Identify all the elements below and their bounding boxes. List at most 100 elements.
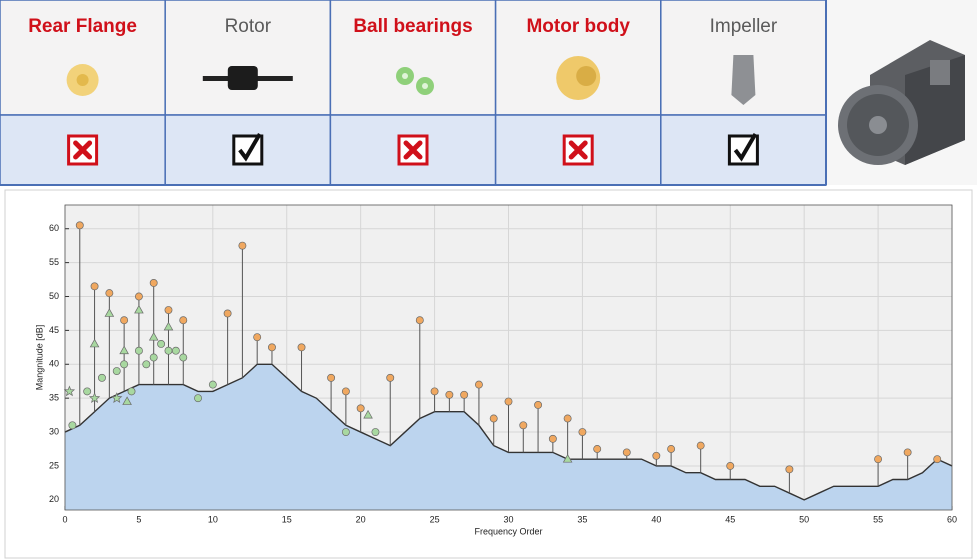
peak-marker xyxy=(179,353,188,362)
peak-marker xyxy=(89,338,100,348)
y-tick-label: 25 xyxy=(49,460,59,470)
peak-marker xyxy=(460,390,469,399)
cross-mark xyxy=(403,140,423,160)
x-tick-label: 20 xyxy=(356,514,366,524)
peak-marker xyxy=(652,451,661,460)
peak-marker xyxy=(430,387,439,396)
peak-marker xyxy=(179,316,188,325)
x-tick-label: 40 xyxy=(651,514,661,524)
peak-marker xyxy=(149,353,158,362)
peak-marker xyxy=(134,346,143,355)
x-tick-label: 45 xyxy=(725,514,735,524)
peak-marker xyxy=(223,309,232,318)
peak-marker xyxy=(194,394,202,403)
peak-marker xyxy=(163,321,174,331)
peak-marker xyxy=(105,289,114,298)
peak-marker xyxy=(120,360,129,369)
peak-marker xyxy=(415,316,424,325)
cross-mark xyxy=(73,140,93,160)
peak-marker xyxy=(474,380,483,389)
peak-marker xyxy=(363,409,373,419)
spectrum-area xyxy=(65,364,952,510)
peak-marker xyxy=(726,461,735,470)
peak-marker xyxy=(90,282,99,291)
peak-marker xyxy=(104,308,115,317)
peak-marker xyxy=(134,292,143,301)
part-icon xyxy=(76,74,89,86)
x-tick-label: 15 xyxy=(282,514,292,524)
check-mark xyxy=(238,132,262,162)
peak-marker xyxy=(75,221,84,230)
peak-marker xyxy=(142,360,151,369)
peak-marker xyxy=(111,392,123,403)
part-icon xyxy=(227,66,258,90)
part-icon xyxy=(422,83,428,89)
x-tick-label: 10 xyxy=(208,514,218,524)
peak-marker xyxy=(933,455,942,464)
y-tick-label: 30 xyxy=(49,426,59,436)
y-tick-label: 50 xyxy=(49,291,59,301)
check-box xyxy=(232,134,264,166)
plot-frame xyxy=(64,204,953,511)
check-mark xyxy=(733,132,758,162)
x-tick-label: 50 xyxy=(799,514,809,524)
y-tick-label: 60 xyxy=(49,223,59,233)
header-cell xyxy=(329,0,497,116)
x-tick-label: 25 xyxy=(430,514,440,524)
peak-marker xyxy=(208,380,217,389)
spectrum-line xyxy=(64,363,953,501)
header-cell xyxy=(164,0,332,116)
peak-marker xyxy=(356,404,365,413)
x-tick-label: 35 xyxy=(577,514,587,524)
peak-marker xyxy=(148,331,159,341)
peak-marker xyxy=(696,441,705,450)
y-tick-label: 20 xyxy=(49,494,59,504)
peak-marker xyxy=(98,373,106,382)
peak-marker xyxy=(667,445,676,453)
component-label: Rear Flange xyxy=(28,16,137,37)
peak-marker xyxy=(534,400,543,409)
part-icon xyxy=(731,55,756,105)
peak-marker xyxy=(122,396,132,405)
peak-marker xyxy=(134,304,144,314)
part-icon xyxy=(576,66,597,86)
peak-marker xyxy=(327,373,336,382)
peak-marker xyxy=(563,414,572,423)
peak-marker xyxy=(445,390,454,399)
part-icon xyxy=(402,73,408,79)
x-tick-label: 30 xyxy=(503,514,513,524)
peak-marker xyxy=(785,465,794,474)
peak-marker xyxy=(548,434,557,443)
peak-marker xyxy=(149,278,158,287)
peak-marker xyxy=(88,392,101,403)
peak-marker xyxy=(268,343,276,352)
component-label: Motor body xyxy=(526,16,630,37)
chart: 0 5 10 15 20 25 30 35 40 45 50 55 60 20 25 30 35 40 45 50 55… xyxy=(34,204,957,536)
peak-marker xyxy=(157,339,166,348)
peak-marker xyxy=(68,421,77,430)
peak-marker xyxy=(489,414,498,423)
x-axis-label: Frequency Order xyxy=(474,526,542,536)
peak-marker xyxy=(578,428,587,437)
peak-marker xyxy=(112,367,121,376)
peak-marker xyxy=(371,428,380,437)
peak-marker xyxy=(562,453,573,463)
x-tick-label: 55 xyxy=(873,514,883,524)
motor-image xyxy=(838,40,965,165)
x-tick-label: 60 xyxy=(947,514,957,524)
y-tick-label: 55 xyxy=(49,257,59,267)
x-tick-label: 5 xyxy=(136,514,141,524)
peak-marker xyxy=(341,428,350,437)
peak-marker xyxy=(622,448,631,457)
y-axis-label: Mangnitude [dB] xyxy=(34,325,44,391)
x-tick-label: 0 xyxy=(62,514,67,524)
component-label: Impeller xyxy=(710,16,778,37)
peak-marker xyxy=(297,343,306,352)
y-tick-label: 40 xyxy=(49,359,59,369)
peak-marker xyxy=(63,385,76,397)
component-label: Rotor xyxy=(225,16,272,37)
component-label: Ball bearings xyxy=(353,16,472,37)
peak-marker xyxy=(519,421,528,430)
peak-marker xyxy=(341,387,350,396)
